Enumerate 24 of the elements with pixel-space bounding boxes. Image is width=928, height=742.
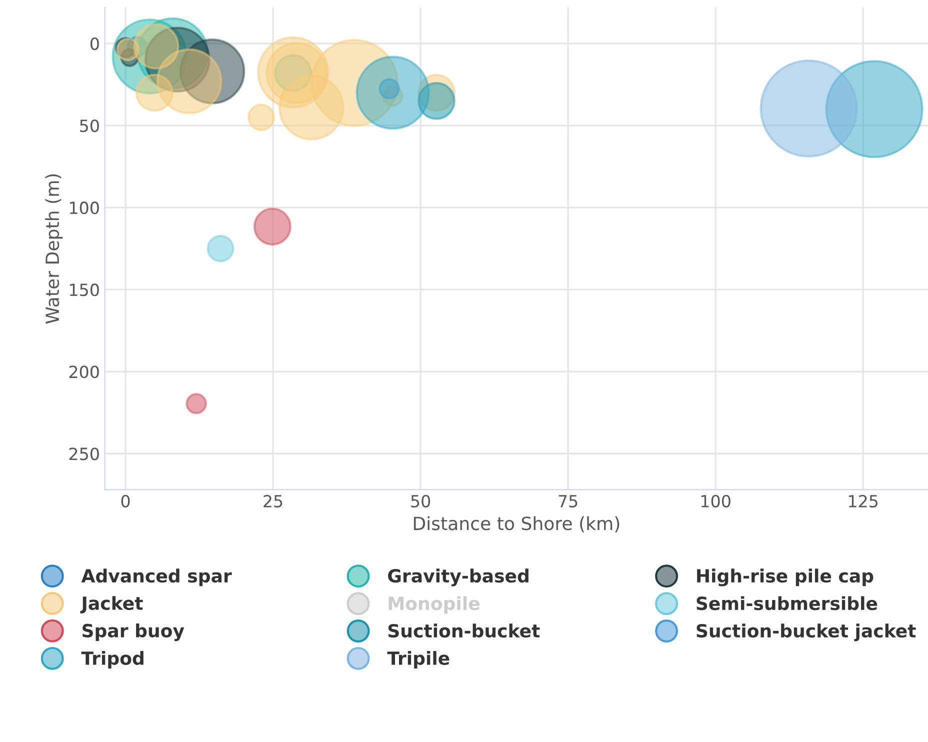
x-tick-label: 125 (849, 494, 878, 508)
x-axis-title: Distance to Shore (km) (414, 516, 620, 532)
legend-label: Tripile (387, 651, 450, 668)
legend-label: Gravity-based (388, 568, 528, 586)
y-tick-label: 100 (70, 202, 99, 214)
legend-label: Jacket (80, 596, 143, 614)
y-tick-label: 50 (80, 119, 99, 132)
x-tick-label: 0 (121, 494, 130, 508)
y-tick-label: 250 (69, 448, 99, 460)
legend-label: Suction-bucket jacket (696, 624, 916, 642)
x-tick-label: 75 (558, 495, 578, 508)
x-tick-label: 50 (411, 494, 430, 508)
x-tick-label: 25 (264, 494, 282, 508)
y-axis-title: Water Depth (m) (45, 174, 63, 324)
x-tick-label: 100 (702, 494, 730, 508)
y-tick-label: 150 (70, 284, 99, 296)
legend-label: Tripod (81, 651, 144, 668)
y-tick-label: 0 (90, 37, 99, 50)
y-tick-label: 200 (69, 366, 99, 378)
legend-label: Spar buoy (82, 623, 184, 642)
legend-label: Semi-submersible (696, 596, 878, 610)
legend-label: Advanced spar (81, 568, 232, 586)
legend-label: High-rise pile cap (697, 568, 874, 586)
legend-label: Suction-bucket (388, 624, 540, 638)
